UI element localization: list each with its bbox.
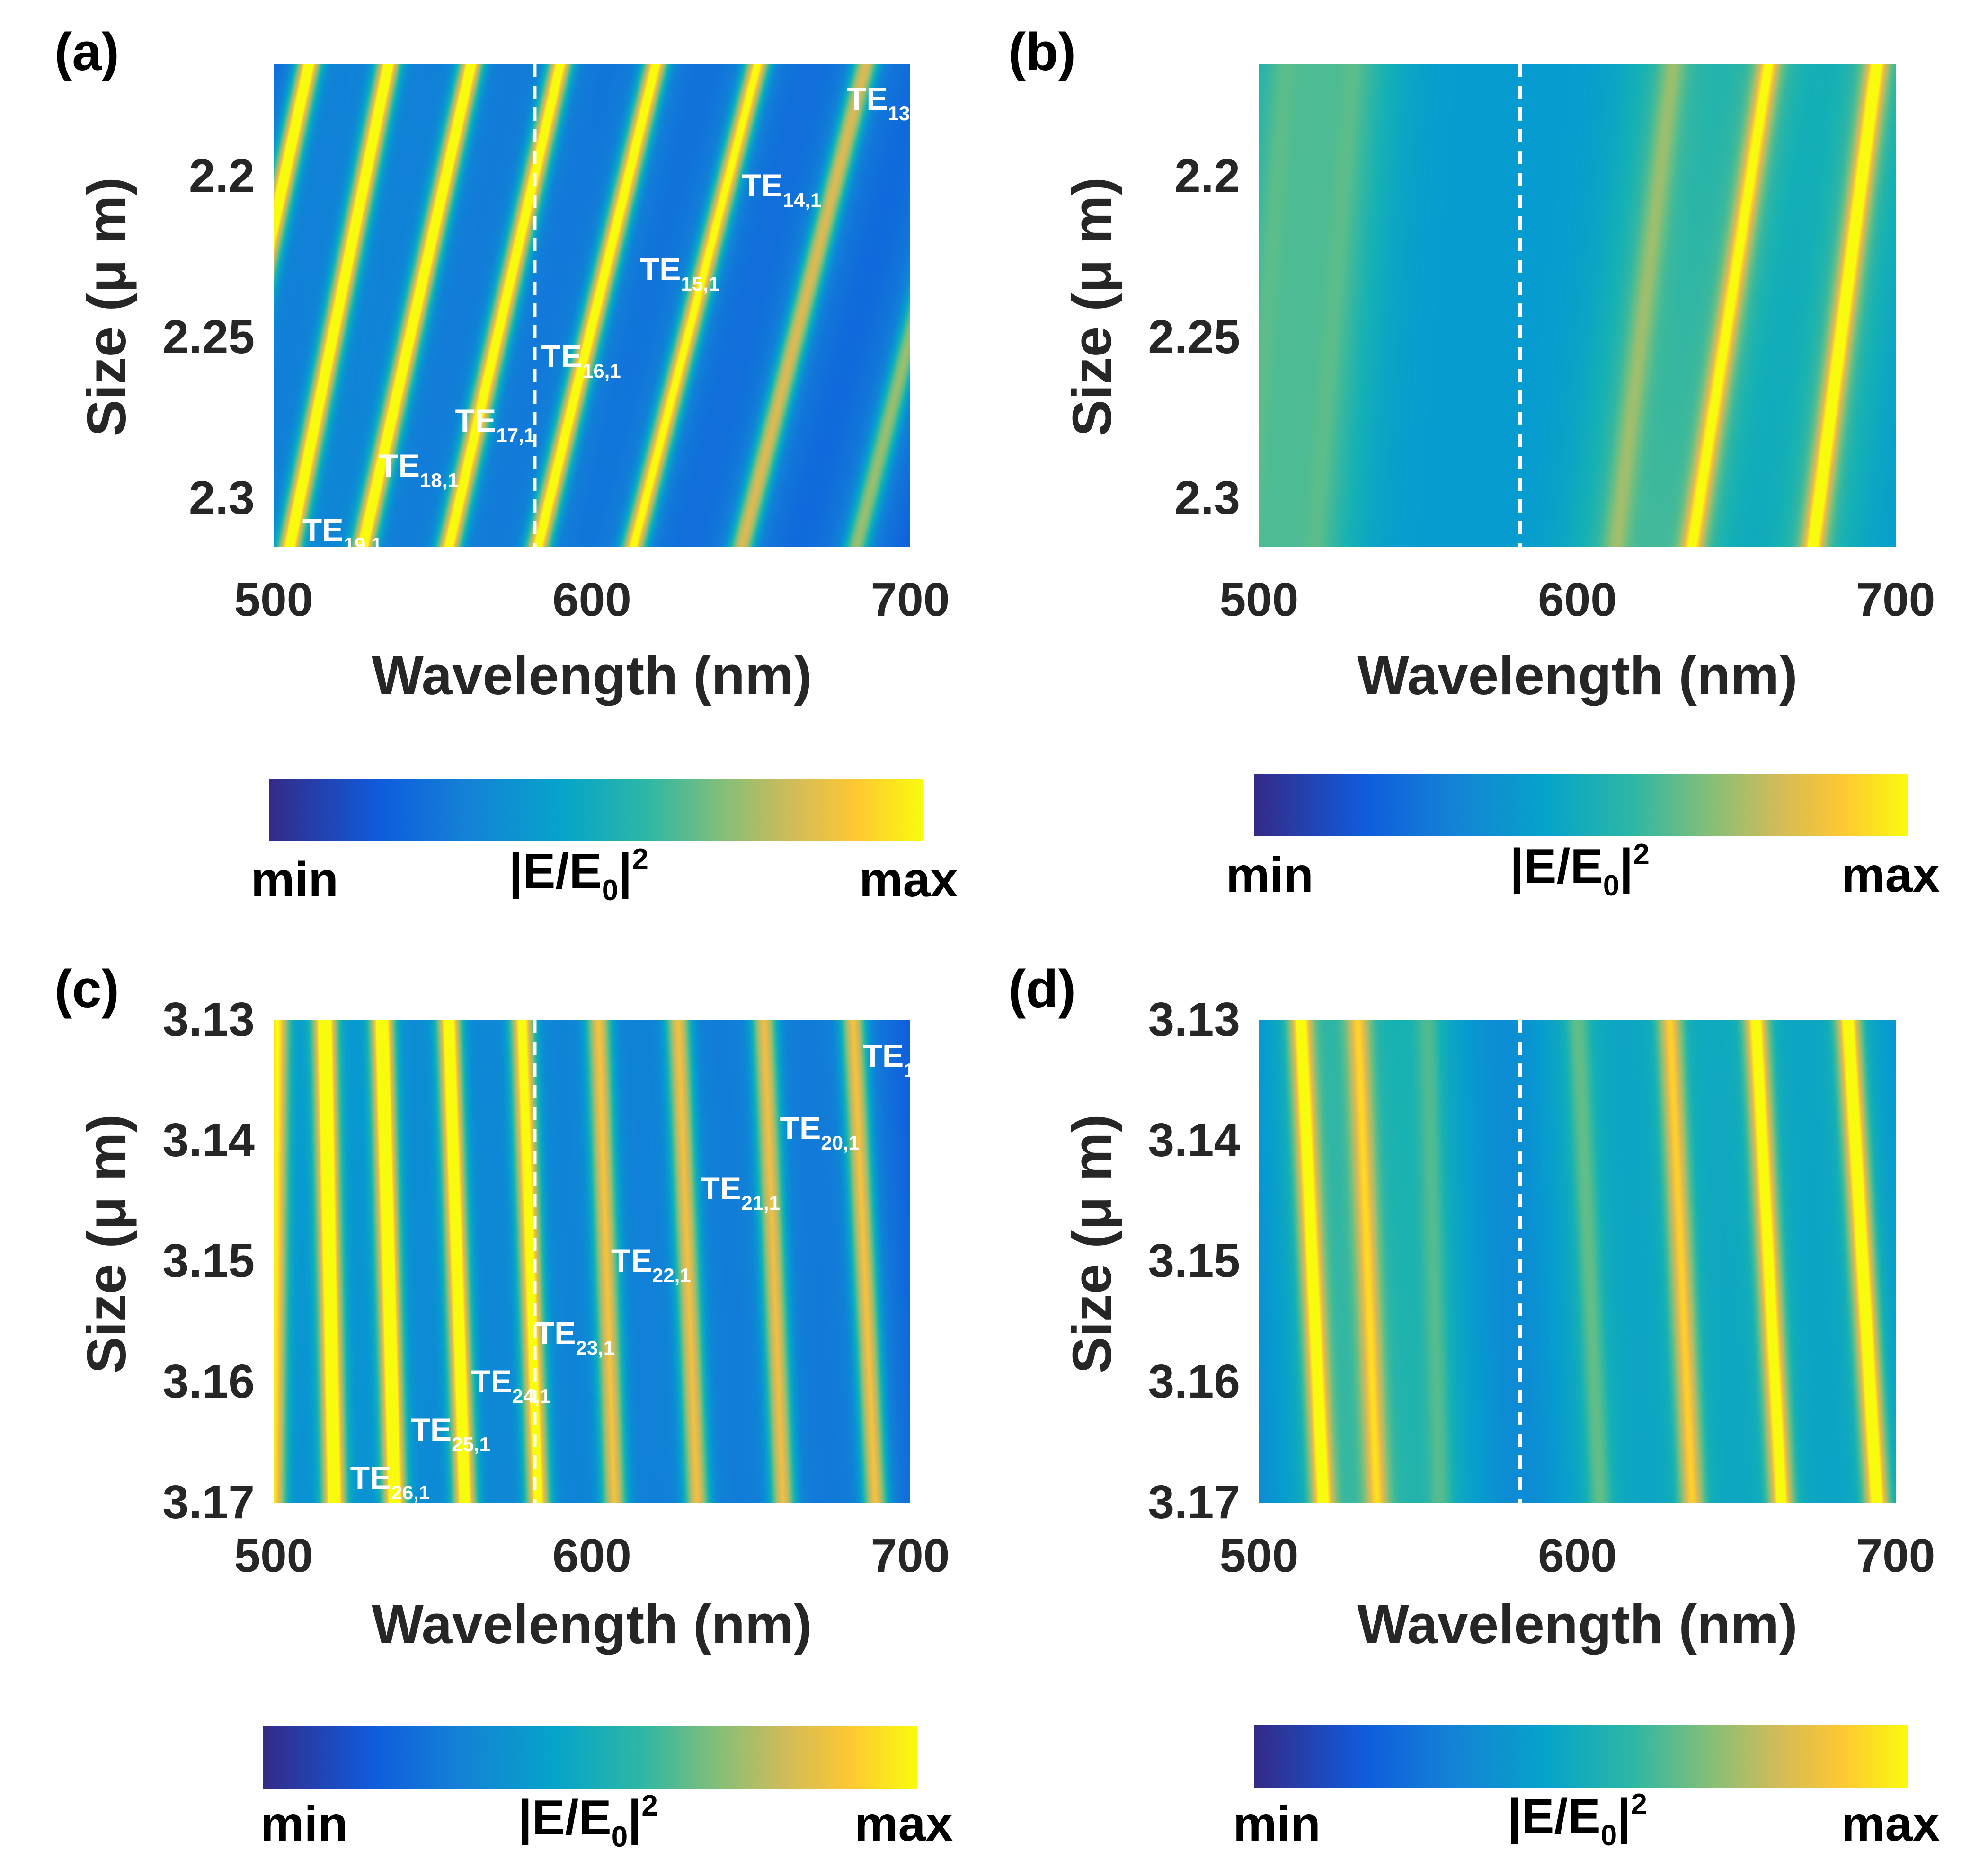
- mode-label: TE21,1: [700, 1170, 780, 1214]
- mode-label: TE20,1: [780, 1110, 860, 1154]
- colorbar-quantity: |E/E0|2: [509, 843, 648, 907]
- panel-label: (d): [1008, 959, 1076, 1019]
- mode-label: TE19,1: [862, 1037, 910, 1081]
- colorbar-max-label: max: [1841, 848, 1940, 903]
- y-tick-label: 2.3: [1174, 471, 1240, 524]
- colorbar-min-label: min: [1233, 1797, 1321, 1851]
- y-tick-label: 3.13: [1148, 993, 1240, 1046]
- marker-layer: [532, 64, 537, 547]
- marker-layer: [1518, 1020, 1522, 1503]
- x-tick-label: 700: [1856, 1529, 1935, 1582]
- colorbar-quantity: |E/E0|2: [1510, 838, 1650, 902]
- colorbar: [1254, 774, 1908, 836]
- y-axis-label: Size (μ m): [1061, 1114, 1123, 1373]
- y-axis-label: Size (μ m): [76, 177, 137, 436]
- mode-label: TE19,1: [302, 512, 382, 547]
- panel-label: (c): [54, 959, 119, 1019]
- y-tick-label: 3.14: [162, 1114, 255, 1167]
- colorbar-max-label: max: [859, 852, 958, 907]
- heatmap-plot: [1259, 1020, 1896, 1503]
- marker-layer: [532, 1020, 537, 1503]
- mode-label: TE22,1: [611, 1243, 691, 1286]
- x-tick-label: 600: [552, 1529, 631, 1582]
- colorbar: [263, 1726, 917, 1789]
- colorbar-max-label: max: [1841, 1797, 1940, 1851]
- panel-label: (a): [54, 22, 119, 81]
- x-tick-label: 700: [870, 573, 950, 626]
- x-tick-label: 500: [234, 573, 313, 626]
- mode-label: TE18,1: [379, 448, 459, 491]
- y-tick-label: 3.16: [1148, 1355, 1240, 1408]
- mode-label: TE24,1: [471, 1364, 551, 1407]
- y-tick-label: 2.2: [188, 150, 255, 203]
- heatmap-plot: [1259, 64, 1896, 547]
- mode-label: TE14,1: [741, 168, 822, 212]
- mode-label: TE26,1: [350, 1460, 430, 1503]
- y-tick-label: 3.14: [1148, 1114, 1240, 1167]
- x-tick-label: 600: [552, 573, 631, 626]
- x-tick-label: 700: [1856, 573, 1935, 626]
- colorbar-quantity: |E/E0|2: [518, 1789, 658, 1853]
- heatmap-canvas: [274, 1020, 910, 1503]
- heatmap-canvas: [1259, 1020, 1896, 1503]
- y-tick-label: 3.16: [162, 1355, 255, 1408]
- y-tick-label: 2.25: [1148, 310, 1240, 363]
- heatmap-canvas: [274, 64, 910, 547]
- x-tick-label: 700: [870, 1529, 950, 1582]
- colorbar-min-label: min: [251, 852, 338, 907]
- mode-label: TE13,1: [846, 80, 910, 124]
- y-tick-label: 3.13: [162, 993, 255, 1046]
- mode-label: TE23,1: [534, 1315, 615, 1359]
- y-axis-label: Size (μ m): [76, 1114, 137, 1373]
- x-tick-label: 600: [1538, 573, 1617, 626]
- mode-label: TE25,1: [410, 1412, 490, 1455]
- x-axis-label: Wavelength (nm): [1357, 645, 1798, 706]
- y-tick-label: 2.2: [1174, 150, 1240, 203]
- panel-b: (b) Size (μ m) Wavelength (nm) min |E/E0…: [994, 0, 1988, 930]
- mode-label: TE15,1: [639, 251, 720, 295]
- y-tick-label: 2.3: [188, 471, 255, 524]
- y-tick-label: 3.15: [1148, 1234, 1240, 1287]
- panel-label: (b): [1008, 22, 1076, 81]
- colorbar-min-label: min: [260, 1797, 348, 1851]
- x-tick-label: 500: [1219, 1529, 1299, 1582]
- colorbar-max-label: max: [854, 1797, 953, 1851]
- y-tick-label: 2.25: [162, 310, 255, 363]
- x-axis-label: Wavelength (nm): [372, 645, 812, 706]
- y-tick-label: 3.17: [162, 1476, 255, 1529]
- y-tick-label: 3.15: [162, 1234, 255, 1287]
- x-tick-label: 600: [1538, 1529, 1617, 1582]
- panel-d: (d) Size (μ m) Wavelength (nm) min |E/E0…: [994, 930, 1988, 1860]
- colorbar: [1254, 1725, 1908, 1788]
- y-axis-label: Size (μ m): [1061, 177, 1123, 436]
- heatmap-canvas: [1259, 64, 1896, 547]
- x-tick-label: 500: [1219, 573, 1299, 626]
- mode-label: TE17,1: [455, 402, 535, 446]
- colorbar: [269, 779, 923, 841]
- colorbar-min-label: min: [1226, 848, 1314, 903]
- x-tick-label: 500: [234, 1529, 313, 1582]
- marker-layer: [1518, 64, 1522, 547]
- x-axis-label: Wavelength (nm): [372, 1594, 812, 1655]
- y-tick-label: 3.17: [1148, 1476, 1240, 1529]
- mode-label: TE16,1: [541, 338, 621, 382]
- x-axis-label: Wavelength (nm): [1357, 1594, 1798, 1655]
- colorbar-quantity: |E/E0|2: [1508, 1788, 1647, 1852]
